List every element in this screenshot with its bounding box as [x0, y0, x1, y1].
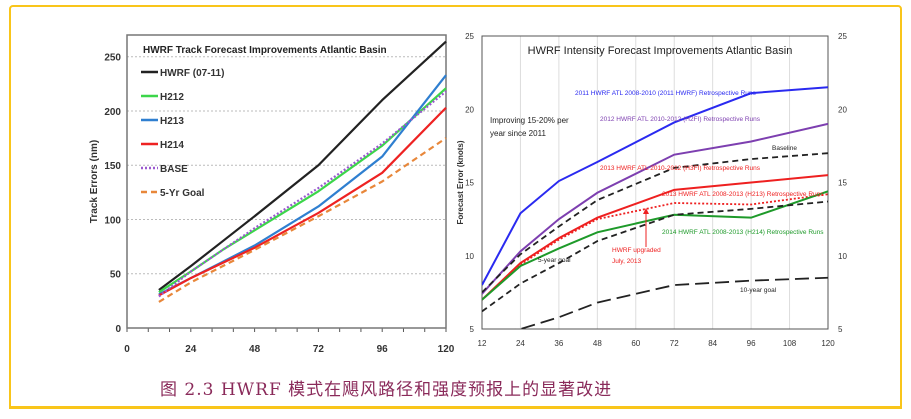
x-tick-label: 24 — [516, 339, 525, 348]
legend-label: HWRF (07-11) — [160, 68, 224, 79]
x-tick-label: 48 — [593, 339, 602, 348]
y-tick-label-right: 15 — [838, 179, 847, 188]
series-line — [482, 174, 828, 301]
x-tick-label: 84 — [708, 339, 717, 348]
figure-frame — [9, 5, 902, 409]
annotation-line: HWRF upgraded — [612, 247, 661, 254]
y-tick-label-right: 20 — [838, 105, 847, 114]
y-axis-label: Track Errors (nm) — [89, 140, 100, 223]
series-line — [482, 152, 828, 294]
series-line — [514, 276, 828, 329]
x-tick-label: 48 — [249, 344, 261, 355]
x-tick-label: 120 — [821, 339, 835, 348]
series-line — [482, 190, 828, 301]
y-axis-label: Forecast Error (knots) — [456, 140, 465, 224]
y-tick-label: 100 — [104, 215, 121, 226]
annotation-line: Improving 15-20% per — [490, 116, 569, 125]
series-line — [158, 74, 447, 296]
legend-label: H212 — [160, 92, 184, 103]
series-label: 2011 HWRF ATL 2008-2010 (2011 HWRF) Retr… — [575, 90, 756, 97]
legend-label: BASE — [160, 164, 188, 175]
x-tick-label: 72 — [313, 344, 325, 355]
plot-area — [126, 34, 447, 329]
y-tick-label-right: 25 — [838, 32, 847, 41]
series-line — [158, 137, 447, 303]
series-label: Baseline — [772, 145, 797, 152]
series-line — [482, 193, 828, 301]
x-tick-label: 24 — [185, 344, 197, 355]
series-label: 2014 HWRF ATL 2008-2013 (H214) Retrospec… — [662, 229, 824, 236]
x-tick-label: 120 — [438, 344, 455, 355]
y-tick-label: 250 — [104, 53, 121, 64]
chart-title: HWRF Intensity Forecast Improvements Atl… — [528, 45, 793, 57]
x-tick-label: 72 — [670, 339, 679, 348]
series-label: 10-year goal — [740, 287, 777, 294]
plot-area — [481, 35, 829, 330]
y-tick-label: 0 — [115, 324, 121, 335]
x-tick-label: 12 — [478, 339, 487, 348]
arrowhead — [643, 208, 649, 214]
series-line — [482, 200, 828, 313]
x-tick-label: 0 — [124, 344, 130, 355]
y-tick-label-left: 20 — [465, 105, 474, 114]
annotation-line: year since 2011 — [490, 129, 546, 138]
x-tick-label: 60 — [631, 339, 640, 348]
series-label: 2012 HWRF ATL 2010-2012 (H2FI) Retrospec… — [600, 116, 761, 123]
series-label: 2013 HWRF ATL 2010-2012 (H3FI) Retrospec… — [600, 165, 761, 172]
series-label: 2013 HWRF ATL 2008-2013 (H213) Retrospec… — [662, 191, 824, 198]
x-tick-label: 96 — [747, 339, 756, 348]
x-tick-label: 108 — [783, 339, 797, 348]
y-tick-label-left: 5 — [470, 325, 475, 334]
y-tick-label-left: 10 — [465, 252, 474, 261]
y-tick-label: 150 — [104, 161, 121, 172]
annotation-improving: Improving 15-20% per year since 2011 — [490, 116, 569, 138]
series-line — [482, 86, 828, 286]
series-line — [158, 90, 447, 298]
annotation-line: July, 2013 — [612, 258, 642, 265]
y-tick-label: 200 — [104, 107, 121, 118]
legend-label: H214 — [160, 140, 184, 151]
series-line — [482, 122, 828, 295]
series-label: 5-year goal — [538, 257, 571, 264]
series-line — [158, 40, 447, 291]
series-line — [158, 106, 447, 297]
y-tick-label: 50 — [110, 270, 122, 281]
figure-caption: 图 2.3 HWRF 模式在飓风路径和强度预报上的显著改进 — [160, 380, 613, 400]
y-tick-label-right: 10 — [838, 252, 847, 261]
x-tick-label: 36 — [554, 339, 563, 348]
y-tick-label-right: 5 — [838, 325, 843, 334]
y-tick-label-left: 25 — [465, 32, 474, 41]
legend-label: 5-Yr Goal — [160, 188, 205, 199]
legend-label: H213 — [160, 116, 184, 127]
annotation-upgrade: HWRF upgraded July, 2013 — [612, 247, 661, 265]
chart-title: HWRF Track Forecast Improvements Atlanti… — [143, 45, 387, 56]
x-tick-label: 96 — [377, 344, 389, 355]
y-tick-label-left: 15 — [465, 179, 474, 188]
